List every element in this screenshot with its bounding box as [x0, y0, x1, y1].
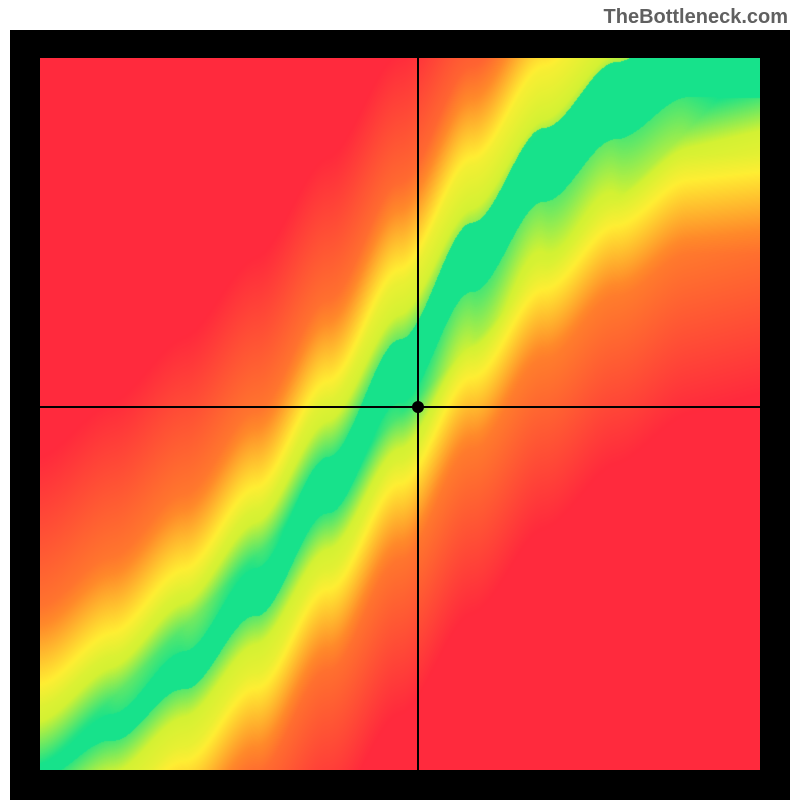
bottleneck-heatmap [40, 58, 760, 770]
crosshair-marker-dot [412, 401, 424, 413]
watermark-text: TheBottleneck.com [604, 6, 788, 29]
crosshair-horizontal [40, 406, 760, 408]
chart-container: TheBottleneck.com [0, 0, 800, 800]
crosshair-vertical [417, 58, 419, 770]
